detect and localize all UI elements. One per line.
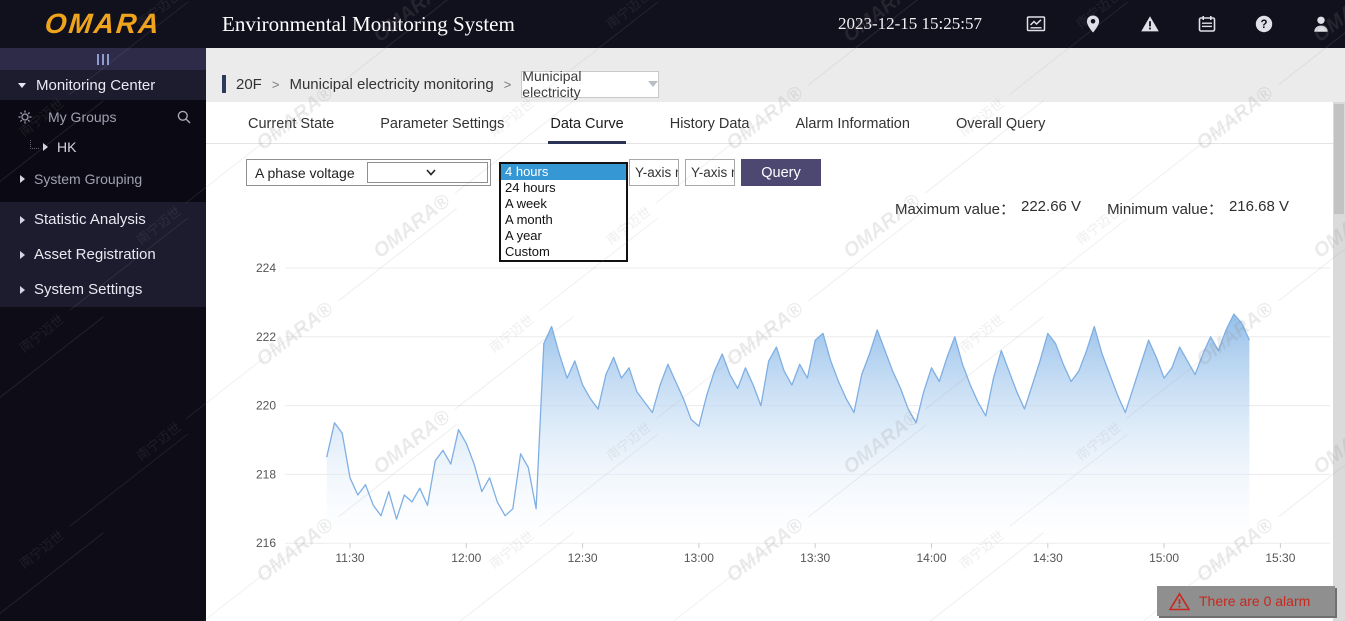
monitoring-submenu: My Groups HK System Grouping <box>0 100 206 202</box>
channel-select-value: A phase voltage <box>255 164 355 181</box>
y-axis-tick-label: 220 <box>256 399 276 413</box>
sidebar-item-label: My Groups <box>48 109 117 125</box>
x-axis-tick-label: 14:30 <box>1033 551 1063 565</box>
dropdown-caret-icon <box>648 81 659 87</box>
location-pin-icon[interactable] <box>1083 14 1103 34</box>
alarm-status-badge[interactable]: There are 0 alarm <box>1157 586 1335 616</box>
main-area: 20F > Municipal electricity monitoring >… <box>206 48 1345 621</box>
y-axis-min-input[interactable]: Y-axis r <box>629 159 679 186</box>
sidebar-item-monitoring-center[interactable]: Monitoring Center <box>0 70 206 100</box>
x-axis-tick-label: 12:30 <box>568 551 598 565</box>
sidebar-item-hk[interactable]: HK <box>0 132 206 162</box>
period-option[interactable]: 4 hours <box>501 164 626 180</box>
sidebar-item-label: System Grouping <box>34 171 143 187</box>
sidebar-item-label: Asset Registration <box>34 246 156 263</box>
caret-right-icon <box>43 143 48 151</box>
tab-bar: Current State Parameter Settings Data Cu… <box>206 112 1333 144</box>
sidebar-lower-menu: Statistic Analysis Asset Registration Sy… <box>0 202 206 307</box>
top-header: OMARA Environmental Monitoring System 20… <box>0 0 1345 48</box>
stats-line: Maximum value： 222.66 V Minimum value： 2… <box>895 198 1289 219</box>
device-select-value: Municipal electricity <box>522 68 582 100</box>
sidebar-item-statistic-analysis[interactable]: Statistic Analysis <box>0 202 206 237</box>
sidebar-item-label: Statistic Analysis <box>34 211 146 228</box>
channel-select[interactable]: A phase voltage <box>246 159 491 186</box>
y-axis-max-input[interactable]: Y-axis r <box>685 159 735 186</box>
min-value: 216.68 V <box>1228 198 1289 215</box>
calendar-icon[interactable] <box>1197 14 1217 34</box>
tab-parameter-settings[interactable]: Parameter Settings <box>380 116 505 132</box>
x-axis-tick-label: 13:30 <box>800 551 830 565</box>
help-icon[interactable]: ? <box>1254 14 1274 34</box>
collapse-sidebar-icon[interactable] <box>0 48 206 70</box>
breadcrumb: 20F > Municipal electricity monitoring >… <box>222 68 660 100</box>
vertical-scrollbar[interactable] <box>1333 102 1345 621</box>
sidebar: Monitoring Center My Groups HK System Gr… <box>0 48 206 621</box>
sidebar-item-asset-registration[interactable]: Asset Registration <box>0 237 206 272</box>
tab-overall-query[interactable]: Overall Query <box>955 116 1046 132</box>
sidebar-item-label: System Settings <box>34 281 143 298</box>
period-option[interactable]: 24 hours <box>505 180 556 195</box>
content-panel: Current State Parameter Settings Data Cu… <box>206 102 1345 621</box>
voltage-area-chart: 224 222 220 218 216 11:30 12:00 12:30 13:00 13:30… <box>246 260 1336 570</box>
sidebar-item-label: Monitoring Center <box>36 76 156 94</box>
breadcrumb-separator: > <box>271 76 280 92</box>
tab-current-state[interactable]: Current State <box>248 116 335 132</box>
search-icon[interactable] <box>176 109 192 125</box>
y-axis-tick-label: 224 <box>256 261 276 275</box>
y-axis-tick-label: 216 <box>256 536 276 550</box>
system-datetime: 2023-12-15 15:25:57 <box>837 14 982 33</box>
max-value-label: Maximum value： <box>894 201 1015 218</box>
device-select[interactable]: Municipal electricity <box>521 68 660 100</box>
tab-data-curve[interactable]: Data Curve <box>548 112 626 144</box>
brand-logo[interactable]: OMARA <box>0 0 206 48</box>
sidebar-item-system-grouping[interactable]: System Grouping <box>0 162 206 196</box>
caret-down-icon <box>18 82 26 88</box>
y-axis-tick-label: 222 <box>256 330 276 344</box>
tab-alarm-information[interactable]: Alarm Information <box>795 116 910 132</box>
x-axis-tick-label: 15:30 <box>1265 551 1295 565</box>
alert-triangle-icon[interactable] <box>1140 14 1160 34</box>
alarm-text: There are 0 alarm <box>1199 593 1311 609</box>
sidebar-item-my-groups[interactable]: My Groups <box>0 102 206 132</box>
caret-right-icon <box>20 285 25 294</box>
period-option[interactable]: A week <box>505 196 547 211</box>
x-axis-tick-label: 13:00 <box>684 551 714 565</box>
x-axis-tick-label: 14:00 <box>916 551 946 565</box>
scrollbar-thumb[interactable] <box>1334 104 1344 214</box>
group-gear-icon <box>18 110 32 124</box>
warning-triangle-icon <box>1169 591 1190 610</box>
caret-right-icon <box>20 175 25 183</box>
period-option[interactable]: A month <box>505 212 553 227</box>
min-value-label: Minimum value： <box>1107 201 1223 218</box>
y-axis-tick-label: 218 <box>256 467 276 481</box>
x-axis-tick-label: 12:00 <box>451 551 481 565</box>
user-icon[interactable] <box>1311 14 1331 34</box>
header-icon-bar: ? <box>1026 14 1331 34</box>
x-axis-tick-label: 11:30 <box>335 551 364 565</box>
breadcrumb-root[interactable]: 20F <box>236 75 262 93</box>
page-title: Environmental Monitoring System <box>222 11 515 36</box>
chart-area-series <box>326 313 1250 544</box>
caret-right-icon <box>20 215 25 224</box>
breadcrumb-section[interactable]: Municipal electricity monitoring <box>289 75 494 93</box>
sidebar-item-label: HK <box>57 139 77 155</box>
period-option[interactable]: A year <box>505 228 542 243</box>
tab-history-data[interactable]: History Data <box>669 116 750 132</box>
select-dropdown-button[interactable] <box>366 162 488 183</box>
period-dropdown-list: 4 hours 24 hours A week A month A year Custom <box>499 162 628 262</box>
breadcrumb-accent-bar <box>222 75 226 93</box>
breadcrumb-separator: > <box>503 76 512 92</box>
omara-logo: OMARA <box>43 8 163 39</box>
x-axis-tick-label: 15:00 <box>1149 551 1179 565</box>
tree-branch-icon <box>30 139 39 149</box>
max-value: 222.66 V <box>1021 198 1082 215</box>
period-option[interactable]: Custom <box>505 244 550 259</box>
sidebar-item-system-settings[interactable]: System Settings <box>0 272 206 307</box>
query-button[interactable]: Query <box>741 159 821 186</box>
trend-chart-icon[interactable] <box>1026 14 1046 34</box>
caret-right-icon <box>20 250 25 259</box>
svg-text:?: ? <box>1260 19 1267 31</box>
